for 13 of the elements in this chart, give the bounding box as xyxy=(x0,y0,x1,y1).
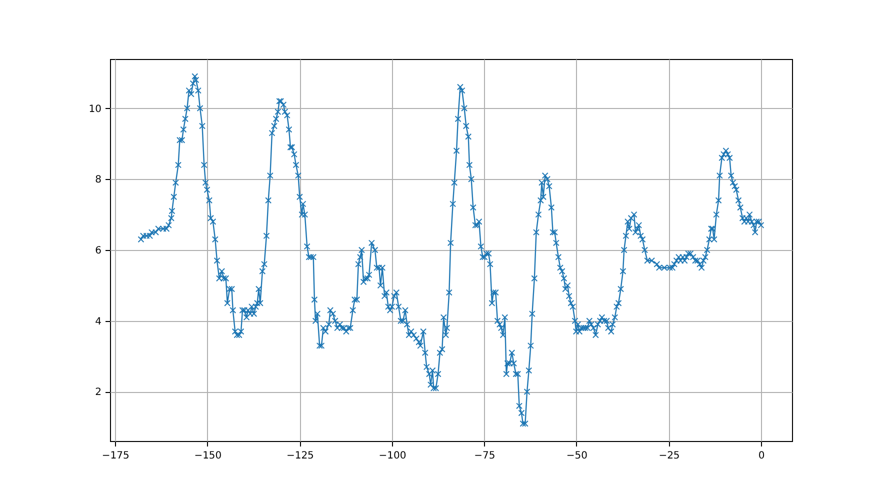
x-tick-label: −100 xyxy=(378,450,406,462)
x-tick-label: −75 xyxy=(474,450,496,462)
x-tick-label: −50 xyxy=(566,450,588,462)
y-tick-label: 10 xyxy=(88,104,102,115)
x-tick-label: −25 xyxy=(658,450,680,462)
y-tick-label: 4 xyxy=(95,316,102,328)
x-tick-label: −175 xyxy=(102,450,130,462)
x-tick-label: −150 xyxy=(194,450,222,462)
x-tick-label: 0 xyxy=(758,450,765,462)
y-tick-label: 8 xyxy=(95,174,102,186)
x-tick-label: −125 xyxy=(286,450,314,462)
y-tick-label: 2 xyxy=(95,387,102,398)
y-tick-label: 6 xyxy=(95,246,102,256)
